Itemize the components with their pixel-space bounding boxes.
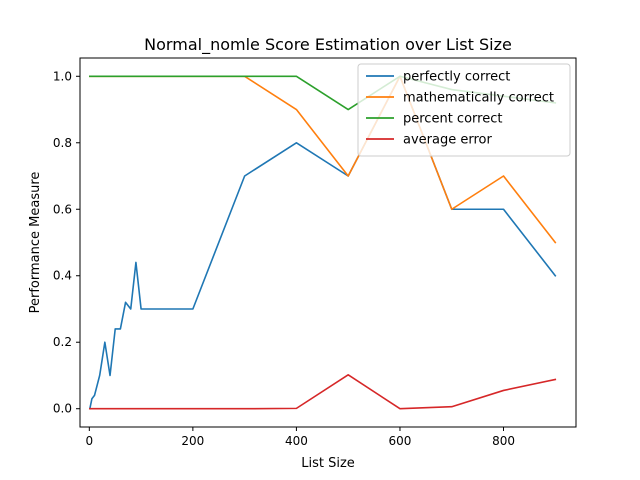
axes-frame [79,57,577,428]
y-axis-ticks: 0.0 0.2 0.4 0.6 0.8 1.0 [53,69,80,416]
legend: perfectly correct mathematically correct p… [357,63,571,157]
legend-label-1: mathematically correct [403,91,554,106]
legend-label-3: average error [403,133,492,148]
x-tick-label: 0 [85,434,93,448]
series-line-3 [89,374,557,410]
x-axis-label: List Size [301,456,355,471]
legend-box [357,63,571,157]
chart-title: Normal_nomle Score Estimation over List … [144,35,512,55]
x-tick-label: 400 [285,434,308,448]
x-tick-label: 800 [492,434,515,448]
y-axis-label: Performance Measure [28,172,43,314]
x-tick-label: 200 [181,434,204,448]
y-tick-label: 0.4 [53,269,72,283]
legend-label-2: percent correct [403,112,502,127]
y-tick-label: 0.6 [53,202,72,216]
y-tick-label: 0.2 [53,335,72,349]
y-tick-label: 1.0 [53,69,72,83]
x-tick-label: 600 [389,434,412,448]
y-tick-label: 0.0 [53,402,72,416]
x-axis-ticks: 0 200 400 600 800 [85,427,515,448]
y-tick-label: 0.8 [53,136,72,150]
legend-label-0: perfectly correct [403,70,510,85]
